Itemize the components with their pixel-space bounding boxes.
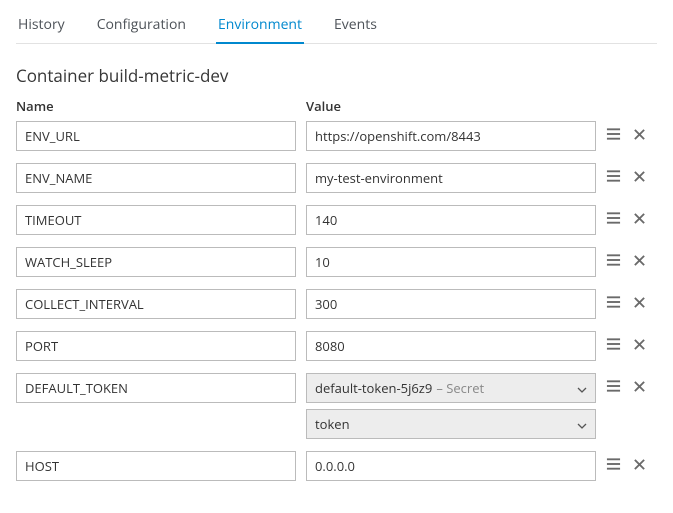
reorder-icon[interactable] — [606, 337, 621, 351]
row-actions — [606, 247, 646, 267]
env-name-input[interactable] — [16, 451, 296, 481]
env-name-input[interactable] — [16, 289, 296, 319]
env-name-input[interactable] — [16, 121, 296, 151]
secret-resource-name: default-token-5j6z9 — [315, 379, 432, 397]
column-header-name: Name — [16, 97, 306, 115]
row-actions — [606, 373, 646, 393]
env-value-input[interactable] — [306, 247, 596, 277]
env-name-input[interactable] — [16, 205, 296, 235]
chevron-down-icon — [577, 415, 587, 433]
secret-resource-select[interactable]: default-token-5j6z9 – Secret — [306, 373, 596, 403]
reorder-icon[interactable] — [606, 457, 621, 471]
close-icon[interactable] — [633, 212, 646, 225]
column-headers: Name Value — [16, 97, 657, 115]
tab-configuration[interactable]: Configuration — [95, 9, 188, 44]
env-row — [16, 451, 657, 481]
column-header-value: Value — [306, 97, 657, 115]
tab-history[interactable]: History — [16, 9, 67, 44]
secret-key-select[interactable]: token — [306, 409, 596, 439]
reorder-icon[interactable] — [606, 127, 621, 141]
env-value-input[interactable] — [306, 451, 596, 481]
secret-resource-type: – Secret — [436, 379, 484, 397]
section-title: Container build-metric-dev — [16, 64, 657, 87]
reorder-icon[interactable] — [606, 295, 621, 309]
close-icon[interactable] — [633, 128, 646, 141]
env-value-input[interactable] — [306, 163, 596, 193]
reorder-icon[interactable] — [606, 211, 621, 225]
env-name-input[interactable] — [16, 247, 296, 277]
close-icon[interactable] — [633, 338, 646, 351]
env-value-input[interactable] — [306, 289, 596, 319]
row-actions — [606, 205, 646, 225]
env-value-input[interactable] — [306, 121, 596, 151]
env-name-input[interactable] — [16, 373, 296, 403]
env-value-input[interactable] — [306, 331, 596, 361]
close-icon[interactable] — [633, 380, 646, 393]
env-name-input[interactable] — [16, 331, 296, 361]
row-actions — [606, 331, 646, 351]
row-actions — [606, 121, 646, 141]
secret-key-name: token — [315, 415, 350, 433]
reorder-icon[interactable] — [606, 169, 621, 183]
env-row — [16, 331, 657, 361]
env-value-input[interactable] — [306, 205, 596, 235]
row-actions — [606, 451, 646, 471]
chevron-down-icon — [577, 379, 587, 397]
close-icon[interactable] — [633, 254, 646, 267]
env-row — [16, 163, 657, 193]
env-row: default-token-5j6z9 – Secret token — [16, 373, 657, 439]
close-icon[interactable] — [633, 170, 646, 183]
close-icon[interactable] — [633, 458, 646, 471]
close-icon[interactable] — [633, 296, 646, 309]
row-actions — [606, 163, 646, 183]
env-row — [16, 247, 657, 277]
env-row — [16, 289, 657, 319]
reorder-icon[interactable] — [606, 253, 621, 267]
reorder-icon[interactable] — [606, 379, 621, 393]
row-actions — [606, 289, 646, 309]
tab-environment[interactable]: Environment — [216, 9, 304, 44]
env-name-input[interactable] — [16, 163, 296, 193]
env-row — [16, 121, 657, 151]
tabs: History Configuration Environment Events — [16, 8, 657, 44]
tab-events[interactable]: Events — [332, 9, 379, 44]
env-row — [16, 205, 657, 235]
